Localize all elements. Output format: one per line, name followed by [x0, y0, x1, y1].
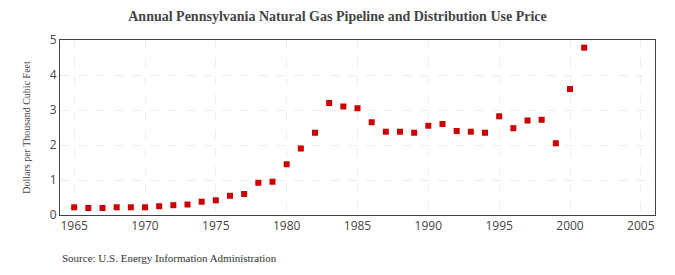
svg-text:1985: 1985 [344, 217, 372, 234]
svg-text:3: 3 [50, 101, 57, 118]
svg-text:1975: 1975 [202, 217, 230, 234]
svg-text:2000: 2000 [556, 217, 584, 234]
svg-text:2005: 2005 [627, 217, 655, 234]
svg-text:1: 1 [50, 171, 57, 188]
svg-text:2: 2 [50, 136, 57, 153]
svg-text:Annual Pennsylvania Natural Ga: Annual Pennsylvania Natural Gas Pipeline… [128, 9, 546, 24]
svg-text:1965: 1965 [60, 217, 88, 234]
svg-text:4: 4 [50, 66, 57, 83]
svg-text:1980: 1980 [273, 217, 301, 234]
svg-text:5: 5 [50, 31, 57, 48]
svg-text:0: 0 [50, 206, 57, 223]
svg-text:1990: 1990 [415, 217, 443, 234]
svg-text:1995: 1995 [485, 217, 513, 234]
svg-text:Source: U.S. Energy Informatio: Source: U.S. Energy Information Administ… [62, 252, 277, 264]
svg-text:Dollars per Thousand Cubic Fee: Dollars per Thousand Cubic Feet [21, 61, 32, 194]
svg-text:1970: 1970 [131, 217, 159, 234]
